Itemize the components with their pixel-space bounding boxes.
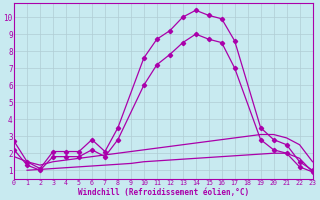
X-axis label: Windchill (Refroidissement éolien,°C): Windchill (Refroidissement éolien,°C) xyxy=(78,188,249,197)
